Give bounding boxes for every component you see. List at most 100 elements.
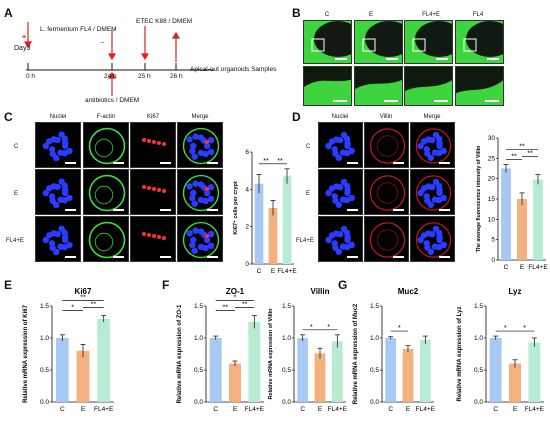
nucleus [53, 201, 60, 209]
nucleus [189, 194, 196, 202]
bar [268, 208, 278, 264]
nucleus [186, 136, 193, 143]
scale-bar [439, 162, 450, 164]
scale-bar [393, 162, 404, 164]
nucleus [423, 240, 430, 247]
confocal-tile-merge [177, 122, 223, 168]
ki67-spot [157, 235, 161, 239]
bar [314, 353, 326, 402]
nucleus [339, 149, 347, 156]
panel-label-b: B [292, 6, 301, 20]
nucleus [42, 189, 50, 197]
nucleus [190, 189, 197, 197]
sig-label: ** [527, 150, 533, 157]
confocal-tile-factin [83, 122, 129, 168]
y-tick-label: 10 [488, 216, 496, 223]
scale-bar [207, 256, 218, 258]
y-tick-label: 15 [488, 196, 496, 203]
scale-bar [434, 100, 448, 102]
organoid-blob [466, 21, 503, 57]
x-tick-label: FL4+E [525, 406, 545, 413]
bar [282, 176, 292, 264]
y-tick-label: 1.5 [370, 303, 379, 310]
nucleus [344, 233, 351, 241]
y-tick-label: 0 [245, 261, 249, 268]
timeline-t24: 24 h [104, 73, 117, 80]
y-tick-label: 1.0 [282, 335, 291, 342]
nucleus [62, 233, 69, 241]
nucleus [417, 189, 424, 197]
bar [533, 179, 543, 260]
d-row-c: C [306, 144, 311, 150]
x-tick-label: E [318, 406, 323, 413]
nucleus [207, 136, 215, 144]
arrows [23, 22, 181, 96]
nucleus [423, 146, 430, 153]
x-tick-label: FL4+E [94, 406, 114, 413]
chart-e-ki67: 0.0 0.5 1.0 1.5 Relative mRNA expression of … [23, 287, 114, 413]
sig-label: ** [242, 302, 248, 309]
panel-label-a: A [4, 6, 13, 20]
x-tick-label: C [213, 406, 218, 413]
y-tick-label: 1.0 [40, 335, 49, 342]
sig-label: * [234, 295, 237, 302]
organoid-blob [415, 21, 452, 57]
scale-bar [160, 209, 171, 211]
nucleus [48, 193, 56, 200]
y-tick-label: 1.5 [194, 303, 203, 310]
scale-bar [65, 209, 76, 211]
timeline-anti: antibiotics / DMEM [85, 97, 140, 104]
ki67-spot [205, 140, 209, 144]
scale-bar [347, 162, 358, 164]
y-tick-label: 30 [488, 135, 496, 142]
x-tick-label: C [504, 264, 509, 271]
nucleus [192, 180, 199, 187]
y-tick-label: 6 [245, 149, 249, 156]
scale-bar [386, 58, 398, 60]
villin-ring [415, 128, 452, 164]
bar [489, 338, 502, 402]
sig-label: ** [223, 305, 229, 312]
confocal-tile-nuclei [318, 122, 363, 168]
c-col-merge: Merge [191, 114, 209, 120]
confocal-tile-nuclei [318, 216, 363, 262]
ki67-spot [147, 139, 151, 143]
nucleus [191, 200, 198, 207]
nucleus [207, 183, 215, 191]
y-tick-label: 1.0 [474, 335, 483, 342]
x-tick-label: C [257, 268, 262, 275]
x-tick-label: FL4+E [528, 264, 548, 271]
scale-bar [436, 58, 448, 60]
timeline-samples: Apical-out organoids Samples [190, 66, 277, 73]
scale-bar [485, 100, 499, 102]
confocal-tile-factin [83, 216, 129, 262]
b-zoom-tile [404, 66, 453, 106]
scale-bar [347, 209, 358, 211]
scale-bar [113, 256, 124, 258]
ki67-spot [152, 234, 156, 238]
confocal-tile-nuclei [318, 169, 363, 215]
y-tick-label: 0.5 [40, 367, 49, 374]
scale-bar [335, 58, 347, 60]
timeline-t25: 25 h [138, 73, 151, 80]
chart-title: Lyz [508, 287, 521, 296]
confocal-tile-ki67 [130, 122, 176, 168]
scale-bar [487, 58, 499, 60]
sig-label: ** [277, 158, 283, 165]
y-tick-label: 1.0 [370, 335, 379, 342]
organoid-edge [304, 67, 351, 87]
sig-label: * [310, 324, 313, 331]
y-tick-label: 1.5 [282, 303, 291, 310]
organoid-edge [355, 67, 402, 89]
bar [76, 350, 90, 402]
scale-bar [65, 256, 76, 258]
nucleus [325, 236, 332, 244]
y-axis-label: The average fluorescence intensity of Vi… [476, 146, 482, 253]
nucleus [207, 195, 215, 203]
actin-inner [94, 138, 114, 158]
nucleus [189, 147, 196, 155]
nucleus [189, 241, 196, 249]
nucleus [190, 142, 197, 150]
nucleus [207, 230, 215, 238]
d-row-fl4e: FL4+E [296, 238, 314, 244]
